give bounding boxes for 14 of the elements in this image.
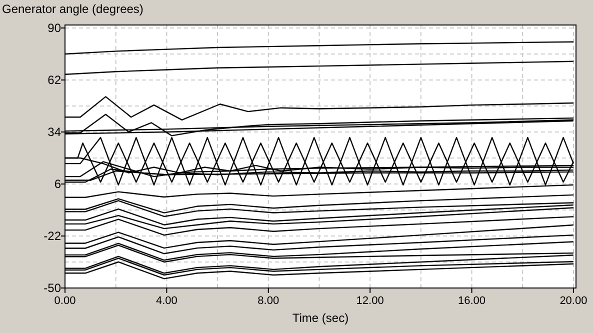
x-axis-title: Time (sec) <box>292 311 349 325</box>
y-tick-label: -22 <box>44 229 62 244</box>
x-tick-label: 12.00 <box>356 295 384 307</box>
y-tick-label: -50 <box>44 281 62 296</box>
y-axis-title: Generator angle (degrees) <box>2 2 144 16</box>
y-tick-label: 6 <box>54 177 62 192</box>
y-tick-label: 62 <box>48 73 62 88</box>
y-tick-label: 90 <box>48 21 62 36</box>
x-tick-label: 20.00 <box>560 295 588 307</box>
y-tick-label: 34 <box>48 125 62 140</box>
x-tick-label: 16.00 <box>458 295 486 307</box>
x-tick-label: 4.00 <box>156 295 178 307</box>
x-tick-label: 8.00 <box>258 295 280 307</box>
x-tick-label: 0.00 <box>54 295 76 307</box>
